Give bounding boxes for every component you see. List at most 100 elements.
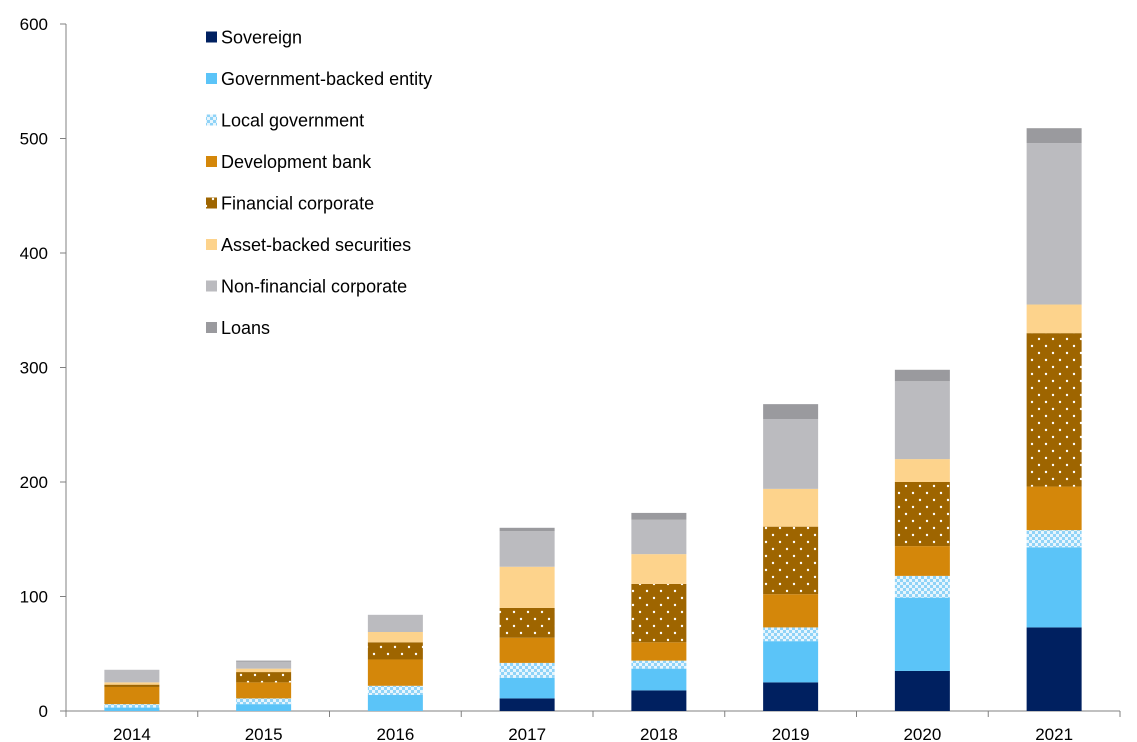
legend-label: Financial corporate bbox=[221, 194, 374, 214]
legend-item-government-backed-entity: Government-backed entity bbox=[206, 69, 432, 89]
y-tick-label: 300 bbox=[20, 359, 48, 378]
bar-segment-financial-corporate-2015 bbox=[236, 672, 292, 683]
bar-segment-sovereign-2019 bbox=[763, 682, 819, 711]
bar-group-2014 bbox=[104, 669, 160, 711]
x-tick-label: 2014 bbox=[113, 725, 151, 742]
legend-swatch bbox=[206, 197, 217, 209]
bar-segment-development-bank-2021 bbox=[1026, 486, 1082, 531]
x-tick-label: 2017 bbox=[508, 725, 546, 742]
bar-segment-asset-backed-securities-2015 bbox=[236, 668, 292, 673]
x-tick-label: 2020 bbox=[903, 725, 941, 742]
bar-segment-financial-corporate-2018 bbox=[631, 583, 687, 643]
legend-item-non-financial-corporate: Non-financial corporate bbox=[206, 277, 407, 297]
legend: Sovereign Government-backed entity Local g… bbox=[206, 28, 432, 338]
legend-swatch bbox=[206, 156, 217, 167]
bar-segment-sovereign-2020 bbox=[894, 670, 950, 711]
bar-segment-asset-backed-securities-2016 bbox=[367, 631, 423, 643]
bar-segment-financial-corporate-2017 bbox=[499, 607, 555, 638]
bar-segment-sovereign-2021 bbox=[1026, 627, 1082, 711]
bar-segment-development-bank-2016 bbox=[367, 659, 423, 686]
legend-swatch bbox=[206, 73, 217, 84]
x-tick-label: 2019 bbox=[772, 725, 810, 742]
bar-group-2020 bbox=[894, 369, 950, 711]
y-tick-label: 600 bbox=[20, 15, 48, 34]
bar-segment-local-government-2015 bbox=[236, 698, 292, 705]
bar-segment-local-government-2016 bbox=[367, 685, 423, 695]
legend-label: Government-backed entity bbox=[221, 69, 432, 89]
bar-group-2021 bbox=[1026, 128, 1082, 711]
bar-segment-asset-backed-securities-2021 bbox=[1026, 304, 1082, 334]
bar-segment-government-backed-entity-2014 bbox=[104, 707, 160, 711]
bar-segment-non-financial-corporate-2021 bbox=[1026, 143, 1082, 305]
bar-segment-local-government-2019 bbox=[763, 627, 819, 642]
x-tick-label: 2016 bbox=[376, 725, 414, 742]
bar-segment-local-government-2020 bbox=[894, 575, 950, 598]
x-tick-label: 2018 bbox=[640, 725, 678, 742]
bar-segment-sovereign-2017 bbox=[499, 698, 555, 711]
bar-segment-non-financial-corporate-2018 bbox=[631, 519, 687, 555]
bar-segment-asset-backed-securities-2017 bbox=[499, 566, 555, 608]
legend-label: Asset-backed securities bbox=[221, 235, 411, 255]
bar-segment-development-bank-2014 bbox=[104, 686, 160, 705]
bar-segment-government-backed-entity-2019 bbox=[763, 641, 819, 683]
bar-segment-financial-corporate-2016 bbox=[367, 642, 423, 660]
bar-segment-non-financial-corporate-2020 bbox=[894, 381, 950, 460]
bar-segment-non-financial-corporate-2016 bbox=[367, 614, 423, 632]
bar-segment-loans-2019 bbox=[763, 404, 819, 420]
bar-group-2016 bbox=[367, 614, 423, 711]
legend-item-local-government: Local government bbox=[206, 111, 364, 131]
bar-segment-asset-backed-securities-2019 bbox=[763, 488, 819, 527]
bar-segment-development-bank-2017 bbox=[499, 637, 555, 663]
y-tick-label: 100 bbox=[20, 588, 48, 607]
bar-segment-government-backed-entity-2017 bbox=[499, 677, 555, 699]
bar-segment-loans-2020 bbox=[894, 369, 950, 382]
bar-segment-government-backed-entity-2016 bbox=[367, 694, 423, 711]
legend-label: Non-financial corporate bbox=[221, 277, 407, 297]
bar-segment-local-government-2018 bbox=[631, 660, 687, 669]
legend-item-financial-corporate: Financial corporate bbox=[206, 194, 374, 214]
bar-segment-local-government-2014 bbox=[104, 704, 160, 708]
legend-label: Development bank bbox=[221, 152, 372, 172]
bar-segment-sovereign-2018 bbox=[631, 690, 687, 711]
legend-swatch bbox=[206, 31, 217, 43]
bar-segment-non-financial-corporate-2019 bbox=[763, 419, 819, 489]
legend-item-loans: Loans bbox=[206, 318, 270, 338]
bar-segment-government-backed-entity-2020 bbox=[894, 597, 950, 671]
bar-segment-development-bank-2020 bbox=[894, 546, 950, 576]
bar-group-2017 bbox=[499, 527, 555, 711]
bar-segment-government-backed-entity-2021 bbox=[1026, 547, 1082, 628]
y-tick-label: 500 bbox=[20, 130, 48, 149]
y-tick-label: 200 bbox=[20, 473, 48, 492]
y-tick-label: 0 bbox=[39, 702, 48, 721]
x-tick-label: 2021 bbox=[1035, 725, 1073, 742]
bar-segment-financial-corporate-2014 bbox=[104, 684, 160, 687]
legend-item-development-bank: Development bank bbox=[206, 152, 372, 172]
bar-segment-asset-backed-securities-2018 bbox=[631, 554, 687, 584]
bar-segment-loans-2015 bbox=[236, 660, 292, 662]
bar-segment-development-bank-2019 bbox=[763, 594, 819, 628]
bar-segment-financial-corporate-2021 bbox=[1026, 333, 1082, 487]
legend-label: Local government bbox=[221, 111, 364, 131]
bar-segment-local-government-2017 bbox=[499, 662, 555, 678]
bar-group-2018 bbox=[631, 512, 687, 711]
bar-segment-development-bank-2018 bbox=[631, 642, 687, 661]
x-tick-label: 2015 bbox=[245, 725, 283, 742]
bar-segment-loans-2021 bbox=[1026, 128, 1082, 144]
bar-segment-loans-2018 bbox=[631, 512, 687, 520]
legend-swatch bbox=[206, 239, 217, 250]
bar-segment-non-financial-corporate-2014 bbox=[104, 669, 160, 683]
legend-swatch bbox=[206, 114, 217, 126]
bar-segment-government-backed-entity-2015 bbox=[236, 704, 292, 711]
legend-label: Loans bbox=[221, 318, 270, 338]
bars bbox=[104, 128, 1082, 711]
bar-segment-government-backed-entity-2018 bbox=[631, 668, 687, 691]
legend-swatch bbox=[206, 280, 217, 292]
bar-segment-asset-backed-securities-2020 bbox=[894, 459, 950, 482]
bar-segment-financial-corporate-2019 bbox=[763, 526, 819, 595]
bar-segment-development-bank-2015 bbox=[236, 682, 292, 699]
bar-segment-loans-2017 bbox=[499, 527, 555, 532]
bar-group-2015 bbox=[236, 660, 292, 711]
bar-segment-non-financial-corporate-2015 bbox=[236, 661, 292, 669]
bar-segment-financial-corporate-2020 bbox=[894, 482, 950, 547]
